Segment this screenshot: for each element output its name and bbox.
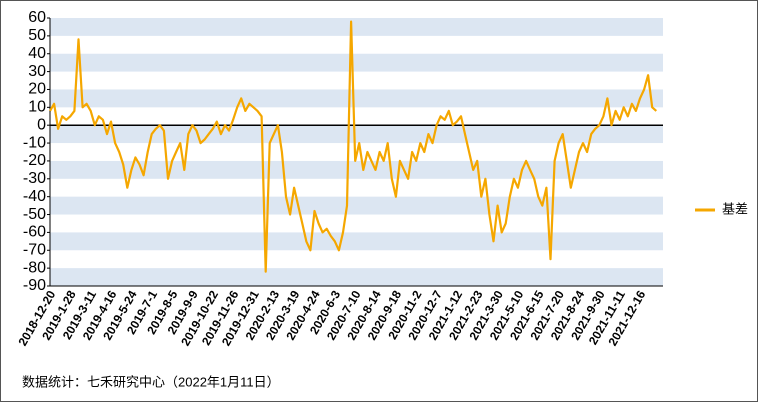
grid-band [50, 89, 663, 108]
y-tick-label: 30 [28, 63, 46, 80]
y-tick-label: -20 [23, 152, 46, 169]
grid-band [50, 196, 663, 215]
grid-band [50, 232, 663, 251]
y-tick-label: 60 [28, 9, 46, 26]
grid-band [50, 53, 663, 72]
grid-band [50, 125, 663, 144]
y-tick-label: -60 [23, 224, 46, 241]
y-tick-label: 0 [37, 116, 46, 133]
y-tick-label: -40 [23, 188, 46, 205]
source-note: 数据统计：七禾研究中心（2022年1月11日） [22, 374, 280, 389]
series-line [49, 20, 658, 273]
legend-label: 基差 [722, 201, 748, 216]
grid-band [50, 18, 663, 36]
y-tick-label: -90 [23, 277, 46, 294]
y-tick-label: -70 [23, 241, 46, 258]
y-tick-label: -50 [23, 206, 46, 223]
y-tick-label: -10 [23, 134, 46, 151]
y-tick-label: -80 [23, 259, 46, 276]
grid-band [50, 160, 663, 179]
y-tick-label: 50 [28, 27, 46, 44]
y-tick-label: 20 [28, 81, 46, 98]
y-tick-label: 40 [28, 45, 46, 62]
y-tick-label: 10 [28, 99, 46, 116]
grid-band [50, 268, 663, 286]
y-tick-label: -30 [23, 170, 46, 187]
